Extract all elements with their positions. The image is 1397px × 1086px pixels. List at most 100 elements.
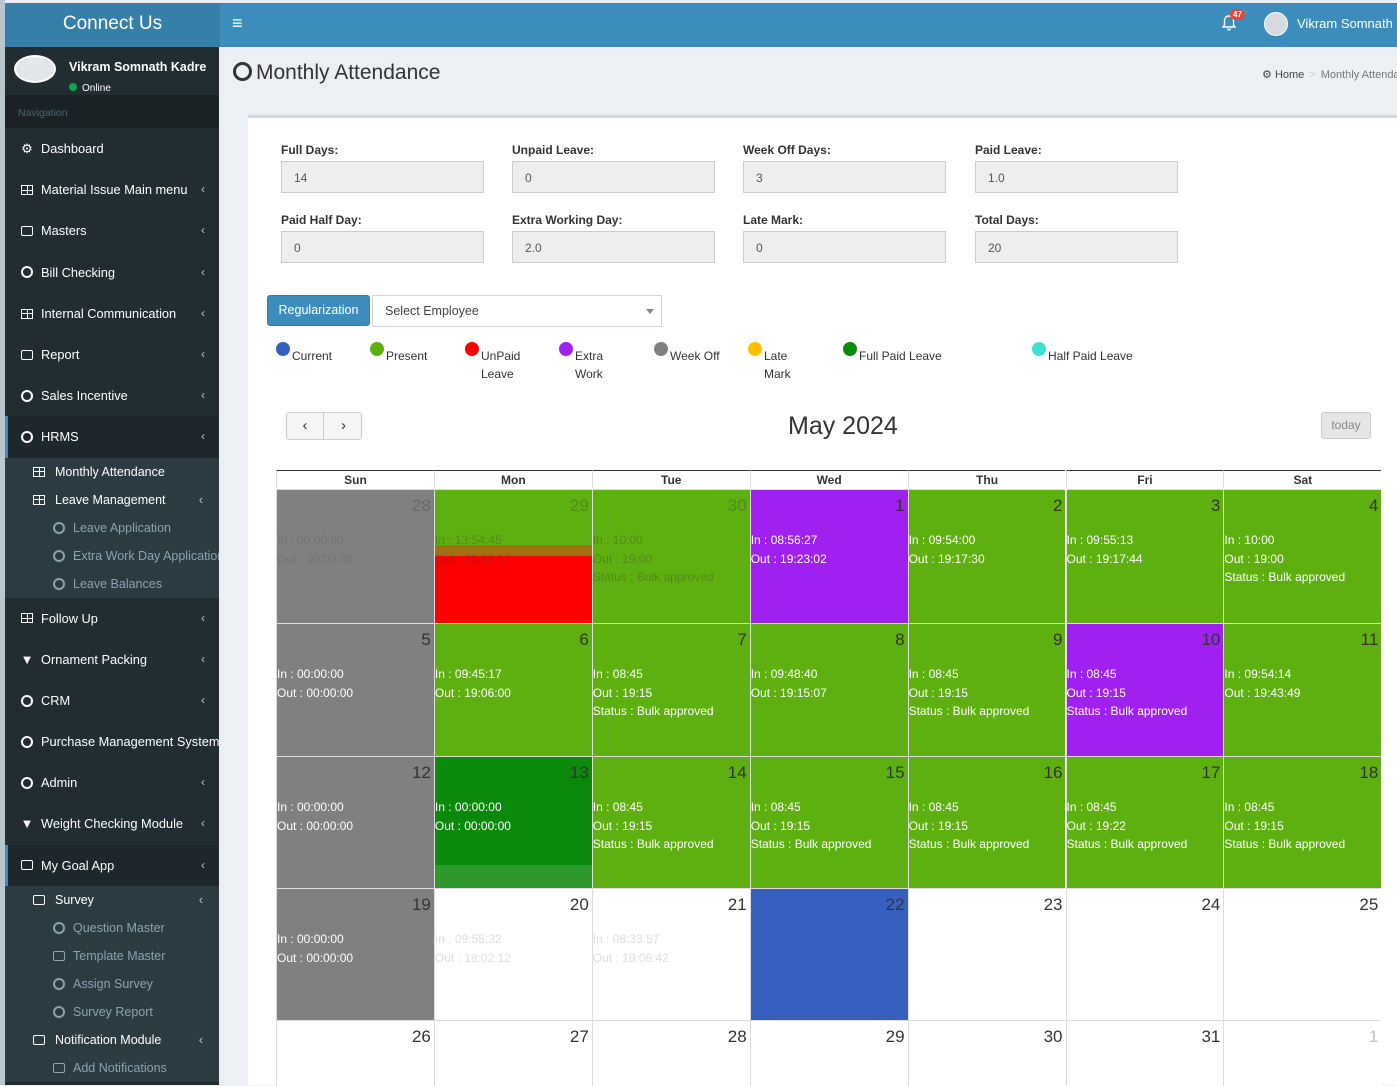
calendar-day[interactable]: 29 In : 13:54:45 Out : 15:59:17 — [433, 489, 592, 623]
attendance-event[interactable]: In : 09:55:32 Out : 18:02:12 — [435, 930, 511, 967]
submenu-item-leave-bal[interactable]: Leave Balances — [5, 570, 219, 598]
sidebar-item-report[interactable]: Report ‹ — [5, 334, 219, 375]
calendar-day[interactable]: 18 In : 08:45 Out : 19:15 Status : Bulk app… — [1223, 756, 1382, 888]
hamburger-menu-icon[interactable]: ≡ — [232, 13, 243, 33]
prev-month-button[interactable]: ‹ — [287, 413, 324, 439]
calendar-day[interactable]: 3 In : 09:55:13 Out : 19:17:44 — [1065, 489, 1224, 623]
calendar-day[interactable]: 10 In : 08:45 Out : 19:15 Status : Bulk app… — [1065, 623, 1224, 756]
submenu-item-question[interactable]: Question Master — [5, 914, 219, 942]
calendar-day[interactable]: 2 In : 09:54:00 Out : 19:17:30 — [907, 489, 1066, 623]
sidebar-item-follow-up[interactable]: Follow Up ‹ — [5, 598, 219, 639]
regularization-button[interactable]: Regularization — [267, 295, 370, 326]
attendance-event[interactable]: In : 00:00:00 Out : 00:00:00 — [277, 798, 353, 835]
submenu-item-assign[interactable]: Assign Survey — [5, 970, 219, 998]
sidebar-item-my-goal-app[interactable]: My Goal App ‹ — [5, 844, 219, 886]
calendar-day[interactable]: 1 In : 08:56:27 Out : 19:23:02 — [749, 489, 908, 623]
sidebar-item-admin[interactable]: Admin ‹ — [5, 762, 219, 803]
calendar-day[interactable]: 28 In : 00:00:00 Out : 00:00:00 — [276, 489, 434, 623]
calendar-day[interactable]: 14 In : 08:45 Out : 19:15 Status : Bulk app… — [591, 756, 750, 888]
user-menu-name[interactable]: Vikram Somnath K — [1297, 16, 1397, 31]
attendance-event[interactable]: In : 08:45 Out : 19:15 Status : Bulk appro… — [593, 665, 714, 721]
calendar-day[interactable]: 7 In : 08:45 Out : 19:15 Status : Bulk appr… — [591, 623, 750, 756]
day-number: 10 — [1201, 630, 1221, 649]
sidebar-item-ornament-packing[interactable]: ▼ Ornament Packing ‹ — [5, 639, 219, 680]
calendar-day[interactable]: 6 In : 09:45:17 Out : 19:06:00 — [433, 623, 592, 756]
submenu-item-survey[interactable]: Survey ‹ — [5, 886, 219, 914]
calendar-day[interactable]: 27 — [433, 1020, 592, 1086]
sidebar-item-dashboard[interactable]: ⚙ Dashboard — [5, 128, 219, 169]
attendance-event[interactable]: In : 08:45 Out : 19:15 Status : Bulk appro… — [909, 798, 1030, 854]
event-line: Out : 00:00:00 — [277, 551, 354, 566]
calendar-day[interactable]: 1 — [1223, 1020, 1382, 1086]
submenu-item-leave-app[interactable]: Leave Application — [5, 514, 219, 542]
attendance-event[interactable]: In : 10:00 Out : 19:00 Status : Bulk appro… — [1224, 531, 1345, 587]
calendar-day[interactable]: 25 — [1223, 888, 1382, 1020]
user-avatar[interactable] — [1264, 12, 1288, 36]
attendance-event[interactable]: In : 09:55:13 Out : 19:17:44 — [1067, 531, 1143, 568]
attendance-event[interactable]: In : 08:45 Out : 19:15 Status : Bulk appro… — [909, 665, 1030, 721]
legend-dot — [370, 342, 384, 356]
event-line: Status : Bulk approved — [1224, 570, 1346, 585]
sidebar-item-hrms[interactable]: HRMS ‹ — [5, 416, 219, 458]
attendance-event[interactable]: In : 08:33:57 Out : 19:06:42 — [593, 930, 669, 967]
calendar-day[interactable]: 30 In : 10:00 Out : 19:00 Status : Bulk app… — [591, 489, 750, 623]
submenu-item-monthly[interactable]: Monthly Attendance — [5, 458, 219, 486]
calendar-day[interactable]: 16 In : 08:45 Out : 19:15 Status : Bulk app… — [907, 756, 1066, 888]
calendar-day[interactable]: 9 In : 08:45 Out : 19:15 Status : Bulk appr… — [907, 623, 1066, 756]
next-month-button[interactable]: › — [341, 417, 346, 434]
attendance-event[interactable]: In : 10:00 Out : 19:00 Status : Bulk appro… — [593, 531, 714, 587]
calendar-day[interactable]: 31 — [1065, 1020, 1224, 1086]
calendar-day[interactable]: 11 In : 09:54:14 Out : 19:43:49 — [1223, 623, 1382, 756]
attendance-event[interactable]: In : 09:54:00 Out : 19:17:30 — [909, 531, 985, 568]
breadcrumb-home[interactable]: Home — [1274, 69, 1305, 81]
calendar-day[interactable]: 30 — [907, 1020, 1066, 1086]
calendar-day[interactable]: 20 In : 09:55:32 Out : 18:02:12 — [433, 888, 592, 1020]
employee-select[interactable]: Select Employee — [372, 295, 662, 327]
calendar-day[interactable]: 12 In : 00:00:00 Out : 00:00:00 — [276, 756, 434, 888]
calendar-day[interactable]: 23 — [907, 888, 1066, 1020]
calendar-day[interactable]: 15 In : 08:45 Out : 19:15 Status : Bulk app… — [749, 756, 908, 888]
calendar-day[interactable]: 4 In : 10:00 Out : 19:00 Status : Bulk appr… — [1223, 489, 1382, 623]
sidebar-item-crm[interactable]: CRM ‹ — [5, 680, 219, 721]
calendar-day[interactable]: 5 In : 00:00:00 Out : 00:00:00 — [276, 623, 434, 756]
attendance-event[interactable]: In : 09:45:17 Out : 19:06:00 — [435, 665, 511, 702]
attendance-event[interactable]: In : 08:45 Out : 19:15 Status : Bulk appro… — [593, 798, 714, 854]
calendar-day[interactable]: 21 In : 08:33:57 Out : 19:06:42 — [591, 888, 750, 1020]
attendance-event[interactable]: In : 08:45 Out : 19:15 Status : Bulk appro… — [1067, 665, 1188, 721]
calendar-day[interactable]: 29 — [749, 1020, 908, 1086]
attendance-event[interactable]: In : 08:45 Out : 19:15 Status : Bulk appro… — [1224, 798, 1345, 854]
sidebar-item-masters[interactable]: Masters ‹ — [5, 210, 219, 251]
attendance-event[interactable]: In : 08:56:27 Out : 19:23:02 — [751, 531, 827, 568]
submenu-item-template[interactable]: Template Master — [5, 942, 219, 970]
attendance-event[interactable]: In : 00:00:00 Out : 00:00:00 — [277, 531, 353, 568]
attendance-event[interactable]: In : 08:45 Out : 19:22 Status : Bulk appro… — [1067, 798, 1188, 854]
calendar-day[interactable]: 24 — [1065, 888, 1224, 1020]
calendar-day[interactable]: 28 — [591, 1020, 750, 1086]
calendar-day[interactable]: 22 — [749, 888, 908, 1020]
sidebar-item-purchase-management-system[interactable]: Purchase Management System — [5, 721, 219, 762]
attendance-event[interactable]: In : 00:00:00 Out : 00:00:00 — [435, 798, 511, 835]
submenu-item-report[interactable]: Survey Report — [5, 998, 219, 1026]
sidebar-item-bill-checking[interactable]: Bill Checking ‹ — [5, 252, 219, 293]
attendance-event[interactable]: In : 08:45 Out : 19:15 Status : Bulk appro… — [751, 798, 872, 854]
attendance-event[interactable]: In : 09:54:14 Out : 19:43:49 — [1224, 665, 1300, 702]
calendar-day[interactable]: 17 In : 08:45 Out : 19:22 Status : Bulk app… — [1065, 756, 1224, 888]
sidebar-item-internal-communication[interactable]: Internal Communication ‹ — [5, 293, 219, 334]
attendance-event[interactable]: In : 00:00:00 Out : 00:00:00 — [277, 665, 353, 702]
attendance-event[interactable]: In : 13:54:45 Out : 15:59:17 — [435, 531, 511, 568]
app-logo[interactable]: Connect Us — [5, 3, 220, 47]
submenu-item-add-notif[interactable]: Add Notifications — [5, 1054, 219, 1082]
calendar-day[interactable]: 8 In : 09:48:40 Out : 19:15:07 — [749, 623, 908, 756]
calendar-day[interactable]: 19 In : 00:00:00 Out : 00:00:00 — [276, 888, 434, 1020]
submenu-item-notification[interactable]: Notification Module ‹ — [5, 1026, 219, 1054]
sidebar-item-material-issue-main-menu[interactable]: Material Issue Main menu ‹ — [5, 169, 219, 210]
submenu-item-leave-mgmt[interactable]: Leave Management ‹ — [5, 486, 219, 514]
calendar-day[interactable]: 13 In : 00:00:00 Out : 00:00:00 — [433, 756, 592, 888]
attendance-event[interactable]: In : 09:48:40 Out : 19:15:07 — [751, 665, 827, 702]
today-button[interactable]: today — [1321, 412, 1371, 439]
sidebar-item-weight-checking-module[interactable]: ▼ Weight Checking Module ‹ — [5, 803, 219, 844]
attendance-event[interactable]: In : 00:00:00 Out : 00:00:00 — [277, 930, 353, 967]
submenu-item-extra-work[interactable]: Extra Work Day Application — [5, 542, 219, 570]
sidebar-item-sales-incentive[interactable]: Sales Incentive ‹ — [5, 375, 219, 416]
calendar-day[interactable]: 26 — [276, 1020, 434, 1086]
